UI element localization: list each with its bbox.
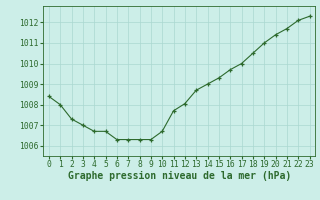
X-axis label: Graphe pression niveau de la mer (hPa): Graphe pression niveau de la mer (hPa): [68, 171, 291, 181]
